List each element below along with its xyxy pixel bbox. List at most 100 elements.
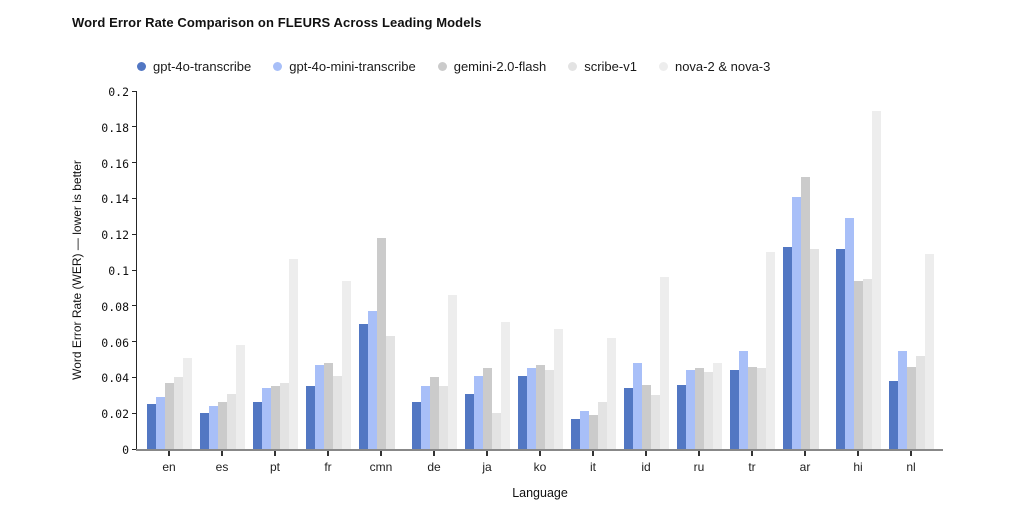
- bar-nl-gpt-4o-transcribe: [888, 380, 898, 449]
- x-tick: [274, 451, 276, 456]
- bar-tr-gemini-2-0-flash: [747, 366, 757, 449]
- x-axis-label: Language: [512, 486, 568, 500]
- bar-tr-scribe-v1: [756, 368, 766, 449]
- bar-id-gpt-4o-transcribe: [623, 388, 633, 449]
- x-tick-label-id: id: [641, 460, 651, 474]
- bar-id-gpt-4o-mini-transcribe: [632, 363, 642, 449]
- chart-legend: gpt-4o-transcribe gpt-4o-mini-transcribe g…: [137, 59, 770, 74]
- bar-ar-scribe-v1: [809, 248, 819, 449]
- bar-es-gemini-2-0-flash: [217, 402, 227, 449]
- y-tick-label: 0.14: [101, 192, 129, 207]
- x-tick: [539, 451, 541, 456]
- x-tick: [910, 451, 912, 456]
- bar-fr-gemini-2-0-flash: [323, 363, 333, 449]
- x-tick-label-cmn: cmn: [369, 460, 393, 474]
- bar-tr-nova-2-nova-3: [765, 252, 775, 449]
- x-tick-label-tr: tr: [748, 460, 756, 474]
- x-tick: [592, 451, 594, 456]
- legend-swatch-icon: [568, 62, 578, 71]
- bar-en-gemini-2-0-flash: [164, 382, 174, 449]
- bar-ko-nova-2-nova-3: [553, 329, 563, 449]
- legend-swatch-icon: [437, 62, 447, 71]
- legend-label: nova-2 & nova-3: [674, 59, 771, 74]
- x-tick: [698, 451, 700, 456]
- x-axis-line: [136, 449, 943, 451]
- x-tick: [221, 451, 223, 456]
- bar-de-gpt-4o-transcribe: [411, 402, 421, 449]
- x-tick-label-ru: ru: [693, 460, 705, 474]
- bar-en-scribe-v1: [173, 377, 183, 449]
- y-tick-label: 0.04: [101, 371, 129, 386]
- x-tick: [486, 451, 488, 456]
- bar-en-nova-2-nova-3: [182, 357, 192, 449]
- bar-cmn-scribe-v1: [385, 336, 395, 449]
- x-tick-label-ja: ja: [482, 460, 492, 474]
- bar-nl-gpt-4o-mini-transcribe: [897, 350, 907, 449]
- legend-item-gemini-2-0-flash: gemini-2.0-flash: [437, 59, 546, 74]
- bar-hi-gemini-2-0-flash: [853, 280, 863, 449]
- bar-de-scribe-v1: [438, 386, 448, 449]
- y-tick: [132, 412, 136, 414]
- bar-ru-gpt-4o-mini-transcribe: [685, 370, 695, 449]
- bar-ru-gpt-4o-transcribe: [676, 384, 686, 449]
- x-tick: [751, 451, 753, 456]
- y-tick: [132, 90, 136, 92]
- bar-de-gpt-4o-mini-transcribe: [420, 386, 430, 449]
- y-tick: [132, 126, 136, 128]
- y-tick-label: 0.18: [101, 120, 129, 135]
- x-tick: [804, 451, 806, 456]
- bar-es-gpt-4o-transcribe: [199, 413, 209, 449]
- bar-ru-nova-2-nova-3: [712, 363, 722, 449]
- x-tick: [857, 451, 859, 456]
- x-tick-label-pt: pt: [269, 460, 281, 474]
- bar-fr-scribe-v1: [332, 375, 342, 449]
- bar-de-nova-2-nova-3: [447, 295, 457, 449]
- x-tick: [433, 451, 435, 456]
- bar-hi-nova-2-nova-3: [871, 110, 881, 449]
- y-tick: [132, 269, 136, 271]
- y-tick-label: 0.06: [101, 335, 129, 350]
- bar-hi-gpt-4o-transcribe: [835, 248, 845, 449]
- legend-item-gpt-4o-mini-transcribe: gpt-4o-mini-transcribe: [273, 59, 416, 74]
- x-tick-label-de: de: [427, 460, 441, 474]
- y-axis-label: Word Error Rate (WER) — lower is better: [70, 160, 84, 380]
- bar-ja-gpt-4o-mini-transcribe: [473, 375, 483, 449]
- bar-de-gemini-2-0-flash: [429, 377, 439, 449]
- x-tick: [327, 451, 329, 456]
- legend-swatch-icon: [273, 62, 283, 71]
- y-tick-label: 0.16: [101, 156, 129, 171]
- bar-hi-gpt-4o-mini-transcribe: [844, 218, 854, 449]
- legend-label: scribe-v1: [584, 59, 637, 74]
- y-tick: [132, 341, 136, 343]
- x-tick-label-fr: fr: [324, 460, 332, 474]
- bar-tr-gpt-4o-mini-transcribe: [738, 350, 748, 449]
- bar-id-gemini-2-0-flash: [641, 384, 651, 449]
- bar-ko-scribe-v1: [544, 370, 554, 449]
- bar-es-gpt-4o-mini-transcribe: [208, 406, 218, 449]
- x-tick-label-hi: hi: [853, 460, 863, 474]
- legend-swatch-icon: [658, 62, 668, 71]
- plot-area: Word Error Rate (WER) — lower is better …: [70, 85, 943, 500]
- bar-cmn-gemini-2-0-flash: [376, 237, 386, 449]
- legend-label: gpt-4o-mini-transcribe: [289, 59, 416, 74]
- y-tick-label: 0.1: [108, 264, 129, 278]
- x-tick-label-nl: nl: [906, 460, 916, 474]
- bar-fr-nova-2-nova-3: [341, 280, 351, 449]
- bar-pt-gemini-2-0-flash: [270, 386, 280, 449]
- x-tick: [380, 451, 382, 456]
- bar-cmn-gpt-4o-mini-transcribe: [367, 311, 377, 449]
- bar-nl-gemini-2-0-flash: [906, 366, 916, 449]
- x-tick-label-ar: ar: [799, 460, 811, 474]
- bar-es-nova-2-nova-3: [235, 345, 245, 449]
- y-tick-label: 0.08: [101, 299, 129, 314]
- x-tick: [168, 451, 170, 456]
- bar-en-gpt-4o-transcribe: [146, 404, 156, 449]
- bar-pt-gpt-4o-transcribe: [252, 402, 262, 449]
- bar-it-gpt-4o-mini-transcribe: [579, 411, 589, 449]
- bar-tr-gpt-4o-transcribe: [729, 370, 739, 449]
- y-tick: [132, 162, 136, 164]
- bar-cmn-gpt-4o-transcribe: [358, 323, 368, 449]
- bar-ja-gpt-4o-transcribe: [464, 393, 474, 449]
- y-tick-label: 0.12: [101, 228, 129, 243]
